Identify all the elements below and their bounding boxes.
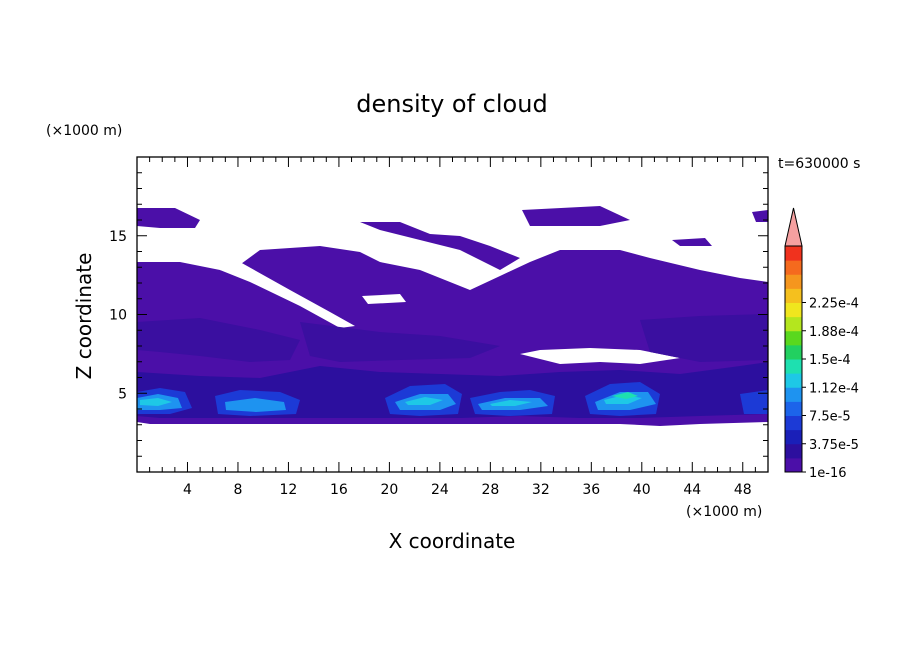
x-axis-tick-labels: 4 8 12 16 20 24 28 32 36 40 44 48 bbox=[183, 482, 752, 498]
x-tick-label: 32 bbox=[532, 482, 550, 498]
chart-title: density of cloud bbox=[356, 90, 547, 118]
x-tick-label: 4 bbox=[183, 482, 192, 498]
colorbar-segment bbox=[785, 316, 802, 332]
x-tick-label: 36 bbox=[582, 482, 600, 498]
colorbar-label: 7.5e-5 bbox=[809, 410, 851, 425]
colorbar-label: 1e-16 bbox=[809, 466, 847, 481]
colorbar-label: 2.25e-4 bbox=[809, 297, 859, 312]
colorbar-segment bbox=[785, 359, 802, 374]
y-tick-label: 5 bbox=[118, 386, 127, 402]
y-tick-label: 10 bbox=[109, 308, 127, 324]
colorbar-label: 1.88e-4 bbox=[809, 325, 859, 340]
upper-patch-small bbox=[672, 238, 712, 246]
y-tick-label: 15 bbox=[109, 229, 127, 245]
colorbar-segment bbox=[785, 415, 802, 431]
y-axis-ticks bbox=[137, 172, 768, 457]
x-unit-label: (×1000 m) bbox=[686, 504, 762, 520]
x-tick-label: 16 bbox=[330, 482, 348, 498]
x-tick-label: 24 bbox=[431, 482, 449, 498]
upper-patch-left bbox=[137, 208, 200, 228]
colorbar-segment bbox=[785, 373, 802, 388]
x-tick-label: 28 bbox=[481, 482, 499, 498]
x-axis-title: X coordinate bbox=[389, 529, 516, 553]
colorbar-segment bbox=[785, 330, 802, 346]
x-tick-label: 44 bbox=[683, 482, 701, 498]
colorbar-segment bbox=[785, 288, 802, 303]
colorbar-label: 1.5e-4 bbox=[809, 353, 851, 368]
shade-left bbox=[137, 318, 300, 362]
contour-fill bbox=[137, 206, 768, 426]
x-tick-label: 40 bbox=[633, 482, 651, 498]
y-axis-title: Z coordinate bbox=[72, 253, 96, 380]
colorbar-extend-arrow bbox=[784, 207, 803, 247]
colorbar-segment bbox=[785, 274, 802, 289]
colorbar-segment bbox=[785, 457, 802, 473]
upper-patch-right bbox=[522, 206, 630, 226]
green-core bbox=[612, 392, 638, 399]
x-tick-label: 12 bbox=[280, 482, 298, 498]
cloud-gap-lower bbox=[520, 348, 680, 364]
colorbar-segment bbox=[785, 401, 802, 416]
colorbar-segment bbox=[785, 344, 802, 360]
x-axis-ticks bbox=[149, 157, 756, 472]
colorbar-segment bbox=[785, 443, 802, 459]
y-axis-tick-labels: 5 10 15 bbox=[109, 229, 127, 403]
colorbar-segment bbox=[785, 260, 802, 275]
x-tick-label: 48 bbox=[734, 482, 752, 498]
colorbar-label: 3.75e-5 bbox=[809, 438, 859, 453]
time-label: t=630000 s bbox=[778, 156, 860, 172]
colorbar-segment bbox=[785, 302, 802, 318]
shade-right bbox=[640, 314, 768, 362]
colorbar-segment bbox=[785, 429, 802, 445]
upper-patch-middle bbox=[360, 222, 520, 270]
cloud-gap-center bbox=[362, 294, 406, 304]
colorbar bbox=[784, 207, 806, 473]
colorbar-labels: 1e-16 3.75e-5 7.5e-5 1.12e-4 1.5e-4 1.88e-4 2.… bbox=[809, 297, 859, 482]
y-unit-label: (×1000 m) bbox=[46, 123, 122, 139]
x-tick-label: 20 bbox=[380, 482, 398, 498]
cloud-gap-diagonal bbox=[220, 262, 355, 328]
colorbar-segment bbox=[785, 246, 802, 261]
x-tick-label: 8 bbox=[233, 482, 242, 498]
colorbar-segment bbox=[785, 387, 802, 402]
shade-middle bbox=[300, 322, 500, 362]
upper-patch-edge bbox=[752, 210, 768, 222]
colorbar-label: 1.12e-4 bbox=[809, 381, 859, 396]
